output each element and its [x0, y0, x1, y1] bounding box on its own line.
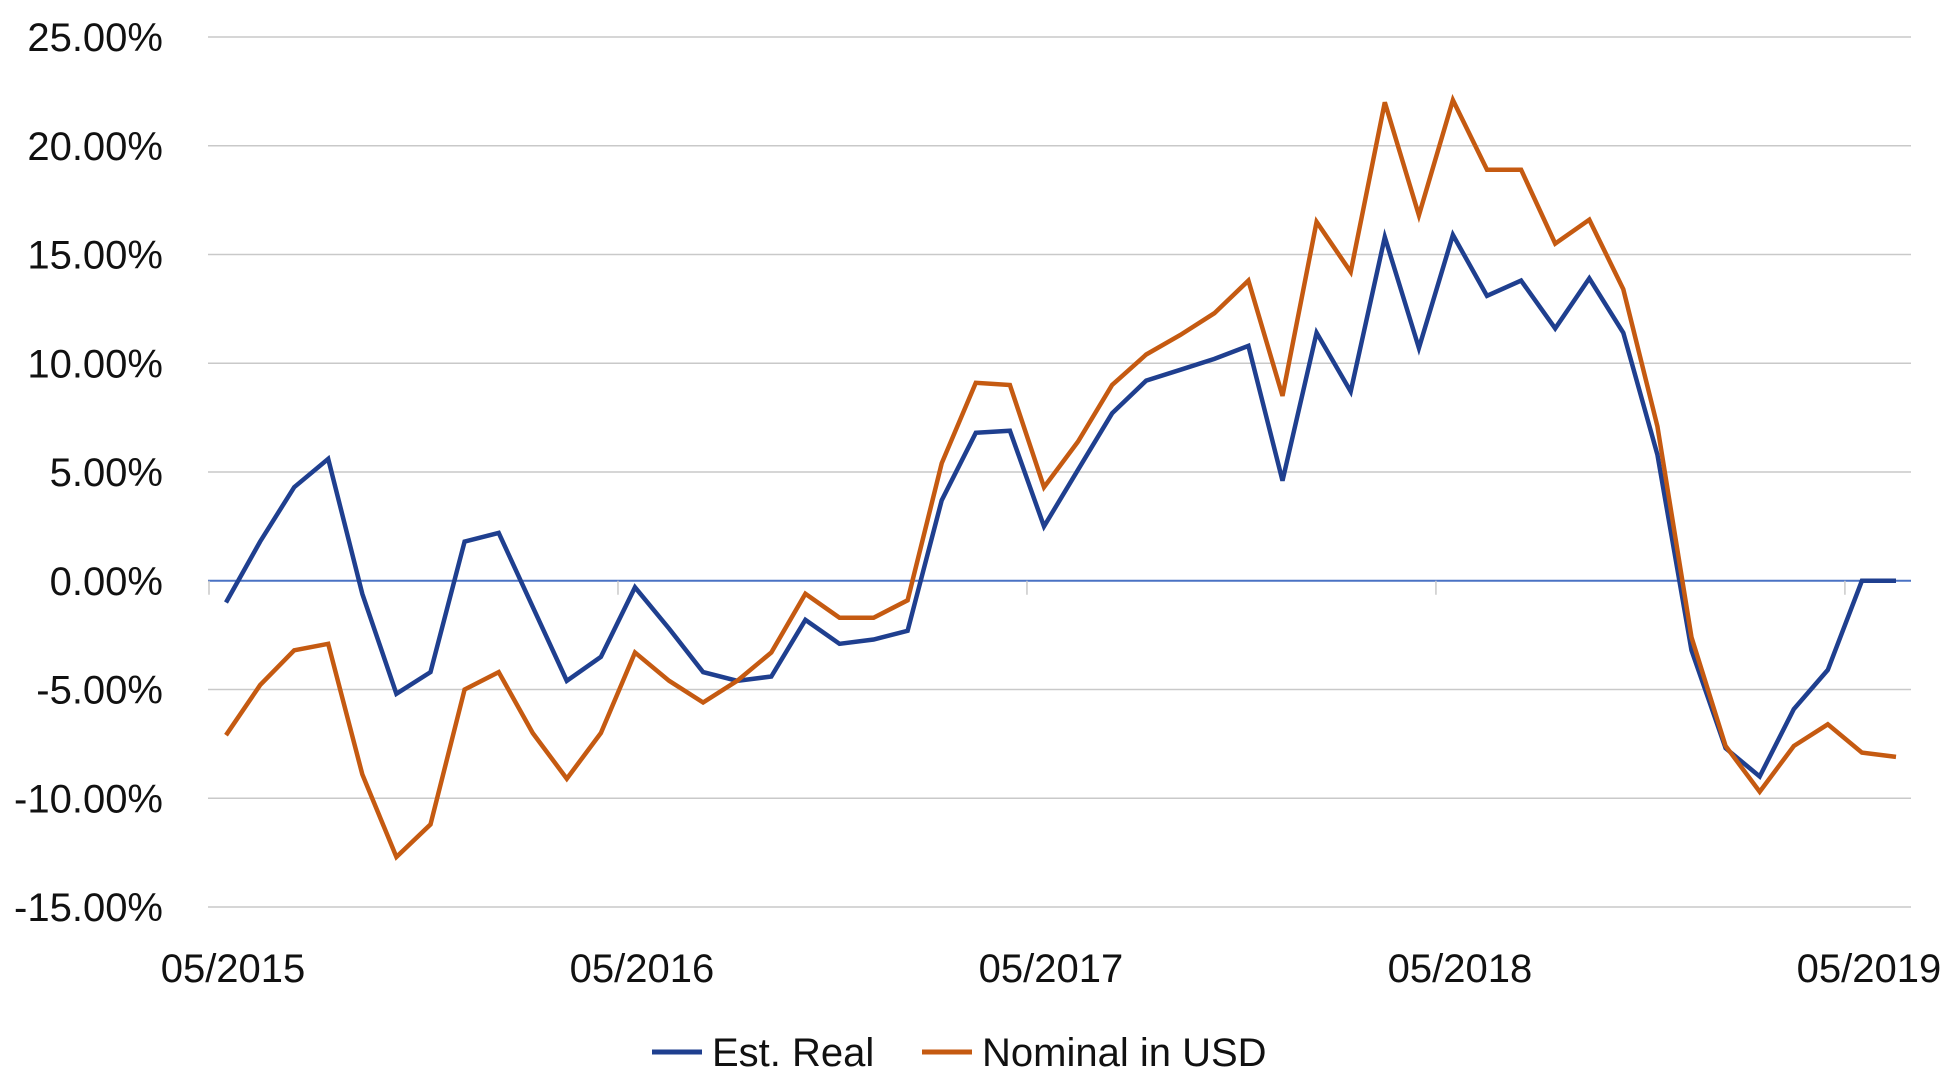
legend: Est. Real Nominal in USD	[652, 1031, 1267, 1075]
y-tick-label: 0.00%	[50, 560, 163, 604]
legend-label-nominal-in-usd: Nominal in USD	[982, 1031, 1267, 1075]
series-lines	[224, 93, 1897, 861]
y-tick-label: 5.00%	[50, 451, 163, 495]
y-axis-tick-labels: 25.00% 20.00% 15.00% 10.00% 5.00% 0.00% -5.00%…	[14, 16, 163, 930]
x-tick-label: 05/2016	[570, 947, 715, 991]
y-tick-label: 15.00%	[27, 234, 163, 278]
gridlines	[208, 36, 1911, 908]
x-tick-label: 05/2015	[161, 947, 306, 991]
y-tick-label: 10.00%	[27, 342, 163, 386]
y-tick-label: 20.00%	[27, 125, 163, 169]
y-tick-label: -15.00%	[14, 886, 163, 930]
series-line-nominal-in-usd	[224, 93, 1897, 861]
x-tick-label: 05/2019	[1797, 947, 1941, 991]
y-tick-label: 25.00%	[27, 16, 163, 60]
y-tick-label: -10.00%	[14, 777, 163, 821]
legend-label-est-real: Est. Real	[712, 1031, 874, 1075]
series-line-est-real	[224, 228, 1896, 781]
x-tick-label: 05/2017	[979, 947, 1124, 991]
y-tick-label: -5.00%	[36, 669, 163, 713]
x-tick-label: 05/2018	[1388, 947, 1533, 991]
x-axis: 05/2015 05/2016 05/2017 05/2018 05/2019	[161, 580, 1941, 991]
